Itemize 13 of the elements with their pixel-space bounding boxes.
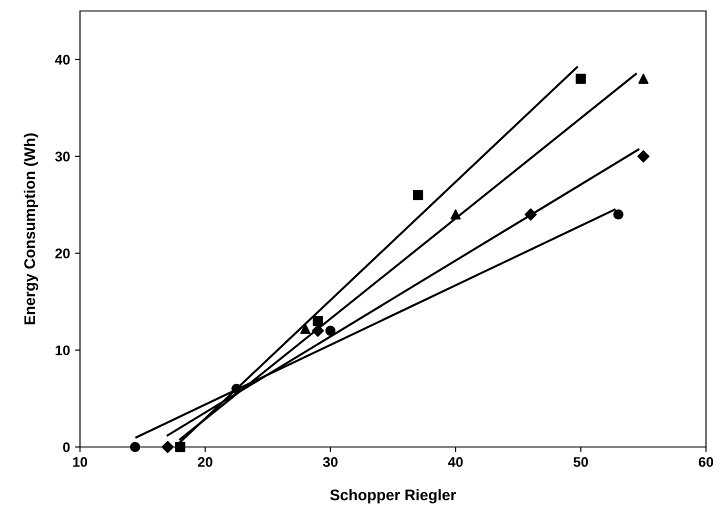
y-tick-label: 10 (56, 345, 70, 356)
x-tick-label: 30 (322, 457, 338, 467)
y-tick-label: 40 (55, 54, 70, 65)
x-tick-label: 10 (73, 457, 88, 467)
y-tick-label: 0 (63, 442, 70, 452)
x-tick-label: 20 (198, 457, 212, 467)
y-axis-title: Energy Consumption (Wh) (24, 133, 38, 324)
y-tick-label: 20 (55, 248, 70, 258)
x-axis-title: Schopper Riegler (330, 489, 456, 504)
x-tick-label: 60 (698, 457, 714, 467)
x-tick-label: 40 (448, 457, 463, 467)
y-tick-label: 30 (55, 152, 70, 162)
x-tick-label: 50 (574, 457, 588, 467)
